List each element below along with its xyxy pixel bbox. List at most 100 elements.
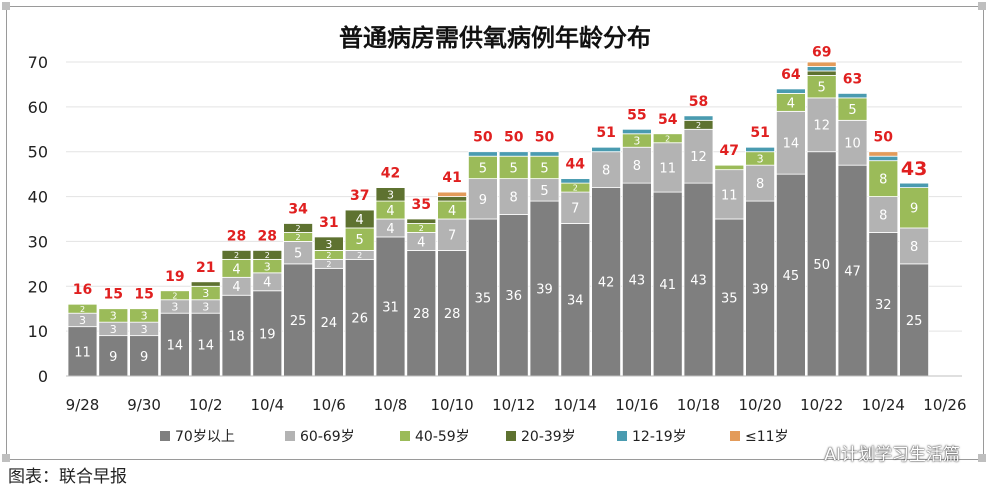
bar-segment [221,294,252,377]
segment-value-label: 8 [910,240,918,255]
resize-handle-bottom-right[interactable] [978,454,986,462]
bar-segment [190,281,221,287]
segment-value-label: 3 [325,238,332,251]
bar-segment [529,200,560,377]
bar-segment [498,178,529,215]
bar-segment [498,151,529,157]
segment-value-label: 9 [479,193,487,208]
segment-value-label: 12 [690,150,707,165]
resize-handle-top-right[interactable] [978,2,986,10]
bar-segment [98,335,129,377]
bar-segment [745,146,775,153]
total-value-label: 34 [288,201,308,217]
legend-swatch [160,431,170,441]
segment-value-label: 2 [665,134,670,143]
segment-value-label: 2 [296,224,301,233]
y-tick-label: 40 [28,188,48,207]
segment-value-label: 5 [540,161,548,176]
footer-credit: 图表：联合早报 [8,467,127,487]
legend-label: ≤11岁 [745,429,789,445]
legend-label: 40-59岁 [415,429,470,445]
segment-value-label: 43 [690,273,707,288]
chart-title: 普通病房需供氧病例年龄分布 [339,24,651,52]
bar-segment [837,119,868,166]
bar-segment [591,151,621,188]
resize-handle-top-left[interactable] [2,2,10,10]
bar-segment [622,128,652,135]
segment-value-label: 2 [80,305,85,314]
total-value-label: 50 [535,130,555,146]
bar-segment [652,191,683,377]
bar-segment [806,70,837,76]
x-tick-label: 10/22 [800,396,843,414]
total-value-label: 28 [258,228,277,244]
segment-value-label: 32 [875,298,892,313]
legend-label: 20-39岁 [521,429,576,445]
segment-value-label: 2 [265,251,270,260]
segment-value-label: 19 [259,327,276,342]
segment-value-label: 28 [413,307,430,322]
bar-segment [714,218,745,377]
bar-segment [406,249,437,377]
segment-value-label: 5 [479,161,487,176]
segment-value-label: 4 [232,262,240,277]
segment-value-label: 3 [171,301,178,314]
bar-segment [560,178,591,184]
segment-value-label: 3 [79,314,86,327]
resize-handle-bottom-left[interactable] [2,454,10,462]
total-value-label: 50 [504,130,524,146]
segment-value-label: 47 [844,265,861,280]
segment-value-label: 8 [879,208,887,223]
x-tick-label: 10/14 [554,396,597,414]
segment-value-label: 5 [540,184,548,199]
segment-value-label: 4 [448,204,456,219]
total-value-label: 15 [104,287,123,303]
segment-value-label: 3 [387,189,394,202]
segment-value-label: 4 [417,235,425,250]
x-tick-label: 10/12 [492,396,535,414]
bar-segment [868,151,899,157]
bar-segment [375,187,406,202]
bar-segment [591,187,621,377]
x-tick-label: 10/26 [923,396,966,414]
bar-segment [714,169,745,220]
bar-segment [67,303,98,314]
x-tick-label: 10/8 [374,396,408,414]
segment-value-label: 3 [202,287,209,300]
segment-value-label: 5 [510,161,518,176]
y-tick-label: 0 [38,367,48,386]
legend-swatch [730,431,740,441]
segment-value-label: 4 [386,204,394,219]
bar-segment [252,249,283,260]
x-tick-label: 10/20 [738,396,781,414]
segment-value-label: 8 [633,159,641,174]
bar-segment [283,223,314,233]
segment-value-label: 2 [296,233,301,242]
x-tick-label: 10/6 [312,396,346,414]
bar-segment [837,164,868,377]
bar-segment [652,133,683,144]
segment-value-label: 5 [848,103,856,118]
segment-value-label: 12 [813,119,830,134]
bar-segment [714,164,745,171]
bar-segment [899,227,929,265]
segment-value-label: 3 [633,135,640,148]
segment-value-label: 14 [167,339,184,354]
segment-value-label: 4 [356,213,364,228]
segment-value-label: 9 [140,350,148,365]
legend-swatch [506,431,516,441]
bar-segment [745,164,775,202]
segment-value-label: 43 [629,273,646,288]
segment-value-label: 14 [197,339,214,354]
bar-segment [622,182,652,377]
total-value-label: 15 [134,287,153,303]
bar-segment [806,151,837,377]
bar-segment [437,191,468,197]
total-value-label: 58 [689,94,708,110]
total-value-label: 54 [658,112,678,128]
segment-value-label: 8 [510,191,518,206]
total-value-label: 41 [442,170,461,186]
bar-segment [313,236,344,251]
x-axis: 9/28 9/30 10/2 10/4 10/6 10/8 10/10 10/12 10/14 1… [66,375,967,414]
